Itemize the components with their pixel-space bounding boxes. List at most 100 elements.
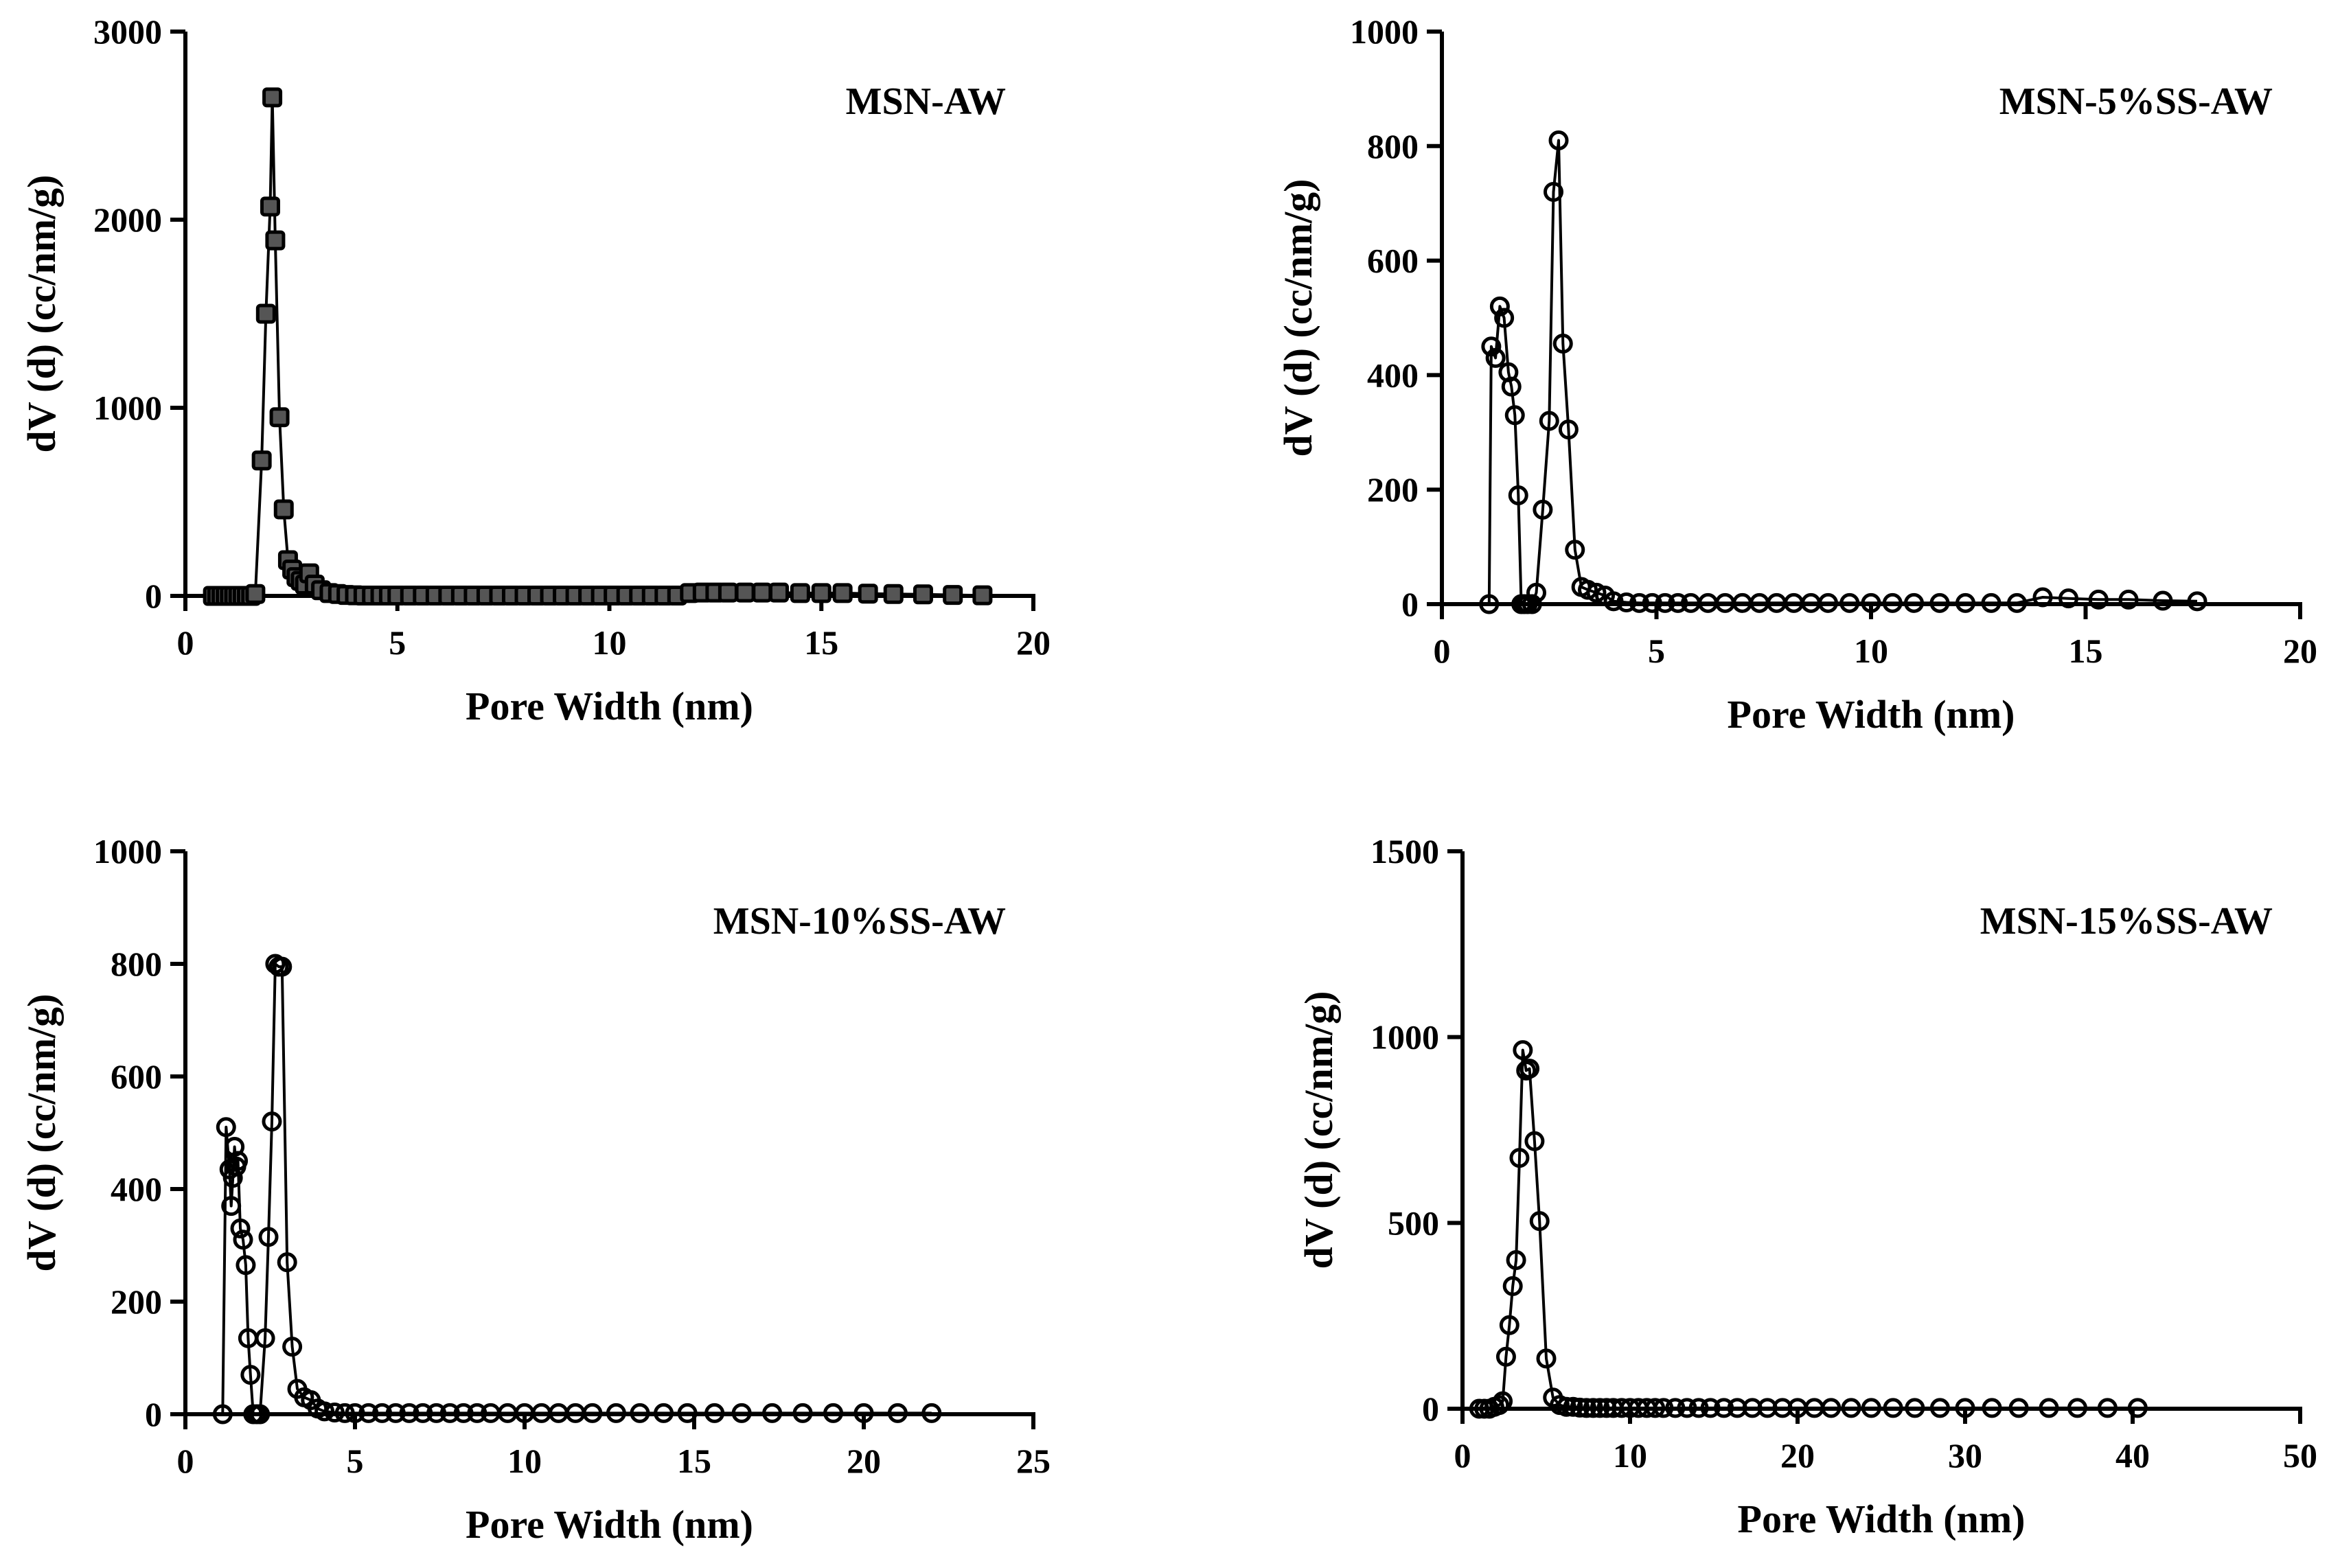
x-tick-label: 10 <box>1613 1436 1647 1475</box>
data-point <box>372 1403 393 1423</box>
x-axis-label: Pore Width (nm) <box>466 684 753 728</box>
data-point <box>439 1403 460 1423</box>
plot-area: 0 5 10 15 20 25 0 200 400 600 800 1000 <box>93 832 1051 1480</box>
data-point <box>1616 592 1637 612</box>
data-point <box>1556 1396 1576 1417</box>
data-point <box>2097 1398 2118 1418</box>
y-tick-label: 1000 <box>1350 12 1419 51</box>
data-point <box>216 1117 236 1138</box>
data-point <box>1493 1391 1513 1411</box>
data-point <box>2118 589 2139 610</box>
data-point <box>811 583 831 603</box>
x-tick-label: 5 <box>347 1442 364 1480</box>
y-tick-label: 0 <box>145 1395 162 1433</box>
data-point <box>735 582 755 603</box>
data-point <box>1539 411 1559 431</box>
data-point <box>1499 1315 1519 1335</box>
data-point <box>1955 1398 1975 1418</box>
y-tick-label: 600 <box>111 1057 162 1096</box>
data-point <box>236 1255 256 1276</box>
data-point <box>1700 1398 1721 1418</box>
data-point <box>358 1403 379 1423</box>
data-point <box>1905 1398 1925 1418</box>
data-point <box>221 1196 242 1217</box>
data-point <box>1677 1398 1697 1418</box>
data-point <box>1552 334 1573 354</box>
data-point <box>250 1404 271 1425</box>
y-tick-label: 0 <box>145 577 162 615</box>
data-point <box>921 1403 942 1423</box>
data-point <box>1533 499 1553 520</box>
data-point <box>314 1401 335 1422</box>
y-tick-label: 200 <box>1367 470 1419 509</box>
x-tick-label: 30 <box>1948 1436 1982 1475</box>
x-tick-label: 50 <box>2283 1436 2317 1475</box>
data-point <box>1818 592 1838 613</box>
data-point <box>1668 592 1688 613</box>
data-point <box>853 1403 874 1423</box>
data-point <box>272 956 292 977</box>
data-point <box>426 1403 447 1423</box>
data-point <box>858 584 878 604</box>
data-point <box>1548 130 1569 150</box>
data-point <box>1642 592 1662 613</box>
data-point <box>1714 1398 1734 1418</box>
data-point <box>1544 182 1563 203</box>
x-tick-label: 10 <box>1854 632 1888 670</box>
data-point <box>1645 1398 1666 1418</box>
data-point <box>1489 296 1510 316</box>
data-point <box>1955 592 1975 613</box>
data-point <box>1590 1398 1610 1418</box>
y-tick-label: 400 <box>111 1170 162 1208</box>
data-point <box>251 450 272 471</box>
series-line <box>221 962 932 1416</box>
data-point <box>262 87 283 108</box>
data-point <box>718 582 738 603</box>
y-tick-label: 400 <box>1367 356 1419 394</box>
data-point <box>282 1337 303 1357</box>
x-tick-label: 5 <box>1648 632 1665 670</box>
data-point <box>1524 1131 1545 1151</box>
series-line <box>1479 1048 2138 1410</box>
data-point <box>467 1403 488 1423</box>
data-point <box>212 1404 233 1425</box>
data-point <box>1522 594 1542 614</box>
x-tick-label: 40 <box>2115 1436 2150 1475</box>
data-point <box>972 585 993 606</box>
data-point <box>2187 591 2207 612</box>
x-axis-label: Pore Width (nm) <box>1728 692 2015 737</box>
data-point <box>2127 1398 2148 1418</box>
data-point <box>1603 591 1624 612</box>
data-point <box>630 1403 650 1423</box>
data-point <box>1861 592 1881 613</box>
data-point <box>704 1403 725 1423</box>
data-point <box>887 1403 908 1423</box>
data-point <box>1982 1398 2002 1418</box>
data-point <box>792 1403 813 1423</box>
data-point <box>2008 1398 2029 1418</box>
data-point <box>883 584 904 604</box>
data-point <box>1629 592 1649 613</box>
data-point <box>1501 376 1522 397</box>
x-tick-label: 25 <box>1016 1442 1051 1480</box>
data-point <box>1485 347 1506 368</box>
y-axis-label: dV (d) (cc/nm/g) <box>19 994 64 1272</box>
data-point <box>1981 592 2001 613</box>
data-point <box>262 1111 282 1132</box>
data-point <box>2067 1398 2087 1418</box>
x-tick-label: 20 <box>1016 623 1051 662</box>
panel-title: MSN-AW <box>846 80 1006 123</box>
data-point <box>654 1403 674 1423</box>
data-point <box>2153 590 2173 611</box>
data-point <box>334 1403 355 1423</box>
data-point <box>324 1403 345 1423</box>
x-tick-label: 0 <box>1454 1436 1471 1475</box>
data-point <box>228 1151 249 1171</box>
data-point <box>1494 308 1515 328</box>
x-tick-label: 15 <box>2069 632 2103 670</box>
data-point <box>1565 540 1585 560</box>
